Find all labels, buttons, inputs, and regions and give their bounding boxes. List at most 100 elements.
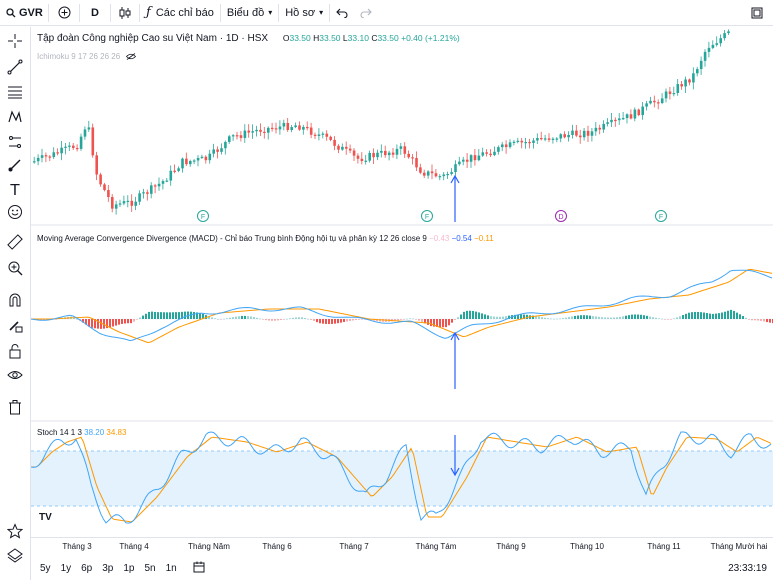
macd-histogram-bar [100, 319, 102, 329]
price-candle [528, 142, 531, 144]
compare-button[interactable] [49, 0, 79, 26]
hide-drawings-tool[interactable] [5, 367, 25, 387]
macd-histogram-bar [46, 319, 48, 321]
macd-histogram-bar [403, 319, 405, 320]
macd-histogram-bar [547, 318, 549, 319]
macd-histogram-bar [736, 312, 738, 319]
lock-drawings-tool[interactable] [5, 343, 25, 363]
candle-style-button[interactable] [111, 0, 139, 26]
interval-button[interactable]: D [80, 0, 110, 26]
favorites-tool[interactable] [5, 522, 25, 543]
emoji-tool[interactable] [5, 204, 25, 224]
symbol-search-button[interactable]: GVR [0, 0, 48, 26]
macd-histogram-bar [235, 316, 237, 319]
object-tree-tool[interactable] [5, 547, 25, 567]
stoch-label: Stoch 14 1 3 [37, 428, 82, 437]
macd-histogram-bar [376, 319, 378, 322]
trend-line-tool[interactable] [5, 59, 25, 79]
price-candle [341, 146, 344, 150]
macd-label: Moving Average Convergence Divergence (M… [37, 234, 427, 243]
time-label: Tháng 9 [496, 542, 526, 551]
chart-type-button[interactable]: Biểu đồ ▾ [221, 0, 278, 26]
time-axis[interactable]: Tháng 3 Tháng 4 Tháng Năm Tháng 6 Tháng … [31, 537, 773, 553]
macd-histogram-bar [148, 311, 150, 319]
magnet-tool[interactable] [5, 292, 25, 312]
event-marker-circle [197, 210, 209, 222]
macd-histogram-bar [337, 319, 339, 324]
annotation-arrow-price-head [450, 174, 460, 184]
pattern-tool[interactable] [5, 109, 25, 129]
price-candle [442, 174, 446, 177]
macd-histogram-bar [538, 316, 540, 319]
range-button-6m[interactable]: 6p [81, 562, 93, 574]
macd-histogram-bar [748, 319, 750, 320]
crosshair-tool[interactable] [5, 33, 25, 53]
price-candle [610, 119, 613, 123]
range-button-5d[interactable]: 5n [144, 562, 156, 574]
indicators-button[interactable]: ƒ Các chỉ báo [140, 0, 220, 26]
range-button-1d[interactable]: 1n [165, 562, 177, 574]
macd-histogram-bar [430, 319, 432, 327]
price-candle [551, 138, 555, 140]
range-button-5y[interactable]: 5y [40, 562, 51, 574]
stay-drawing-tool[interactable] [5, 317, 25, 337]
stoch-pane[interactable] [31, 431, 773, 524]
ichimoku-label: Ichimoku 9 17 26 26 26 [37, 52, 121, 61]
fib-tool[interactable] [5, 84, 25, 104]
event-marker-label: F [201, 214, 205, 221]
macd-histogram-bar [247, 316, 249, 319]
chart-area[interactable]: F F D F Tập đoàn Công nghiệp Cao su Việt Na… [31, 27, 773, 554]
time-label: Tháng 10 [570, 542, 604, 551]
macd-histogram-bar [313, 319, 315, 322]
macd-histogram-bar [580, 315, 582, 319]
brush-tool[interactable] [5, 157, 25, 177]
macd-histogram-bar [553, 318, 555, 320]
macd-histogram-bar [622, 316, 624, 319]
price-candle [458, 161, 461, 165]
range-button-1m[interactable]: 1p [123, 562, 135, 574]
price-candle [582, 130, 586, 138]
price-candle [512, 141, 516, 144]
projection-tool[interactable] [5, 134, 25, 154]
macd-histogram-bar [319, 319, 321, 324]
toolbar-divider [79, 3, 80, 22]
ichimoku-legend[interactable]: Ichimoku 9 17 26 26 26 [37, 52, 137, 61]
macd-histogram-bar [598, 316, 600, 319]
goto-date-button[interactable] [188, 561, 210, 576]
zoom-in-tool[interactable] [5, 260, 25, 280]
clock[interactable]: 23:33:19 [728, 562, 767, 574]
ohlc-values: O33.50 H33.50 L33.10 C33.50 +0.40 (+1.21… [283, 33, 460, 43]
price-candle [559, 134, 563, 139]
macd-histogram-bar [502, 316, 504, 319]
price-candle [130, 200, 134, 206]
price-candle [621, 118, 625, 120]
low-value: 33.10 [347, 33, 369, 43]
fib-lines-icon [7, 84, 23, 105]
macd-histogram-bar [340, 319, 342, 323]
macd-histogram-bar [640, 314, 642, 319]
measure-tool[interactable] [5, 233, 25, 254]
macd-histogram-bar [226, 318, 228, 319]
macd-histogram-bar [466, 310, 468, 319]
text-tool[interactable]: T [5, 180, 25, 200]
macd-histogram-bar [763, 319, 765, 322]
macd-histogram-bar [109, 319, 111, 328]
macd-histogram-bar [292, 317, 294, 319]
range-button-1y[interactable]: 1y [60, 562, 72, 574]
range-button-3m[interactable]: 3p [102, 562, 114, 574]
fullscreen-button[interactable] [745, 0, 773, 26]
price-candle [200, 156, 204, 158]
eye-hidden-icon[interactable] [126, 52, 137, 61]
profile-button[interactable]: Hồ sơ ▾ [279, 0, 329, 26]
redo-icon [360, 8, 372, 18]
macd-pane[interactable] [31, 268, 773, 344]
price-candle [364, 160, 368, 162]
remove-drawings-tool[interactable] [5, 399, 25, 419]
undo-button[interactable] [330, 0, 354, 26]
macd-histogram-bar [310, 319, 312, 320]
price-candle [360, 158, 364, 162]
redo-button[interactable] [354, 0, 378, 26]
macd-histogram-bar [82, 319, 84, 323]
